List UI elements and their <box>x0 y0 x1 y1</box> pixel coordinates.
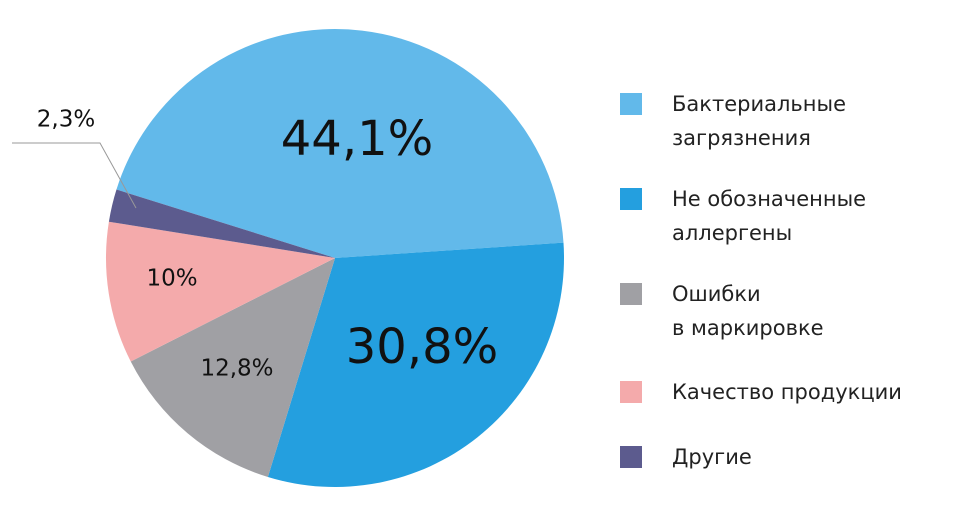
legend-label: Качество продукции <box>672 380 902 404</box>
pie-slice <box>108 189 335 258</box>
legend-item: Качество продукции <box>620 378 902 409</box>
data-label: 10% <box>146 266 197 292</box>
legend-item: Ошибки в маркировке <box>620 280 824 345</box>
legend-label: Ошибки в маркировке <box>672 282 824 340</box>
pie-slice <box>267 242 564 487</box>
legend-swatch <box>620 446 642 468</box>
legend-swatch <box>620 188 642 210</box>
legend-swatch <box>620 283 642 305</box>
data-label: 2,3% <box>37 107 95 133</box>
pie-slice <box>130 258 335 477</box>
legend-item: Другие <box>620 443 752 474</box>
data-label: 12,8% <box>200 356 273 382</box>
leader-line <box>12 142 137 209</box>
legend-label: Бактериальные загрязнения <box>672 92 846 150</box>
legend-label: Не обозначенные аллергены <box>672 187 867 245</box>
legend-swatch <box>620 381 642 403</box>
chart: 44,1% 30,8% 12,8% 10% 2,3% <box>12 28 564 487</box>
data-label: 44,1% <box>281 111 433 167</box>
pie-slice <box>116 28 564 258</box>
legend-item: Бактериальные загрязнения <box>620 90 846 155</box>
legend-swatch <box>620 93 642 115</box>
legend-item: Не обозначенные аллергены <box>620 185 866 250</box>
data-label: 30,8% <box>346 319 498 375</box>
legend-label: Другие <box>672 445 752 469</box>
pie-slice <box>106 221 335 362</box>
legend: Бактериальные загрязнения Не обозначенные… <box>620 0 960 524</box>
